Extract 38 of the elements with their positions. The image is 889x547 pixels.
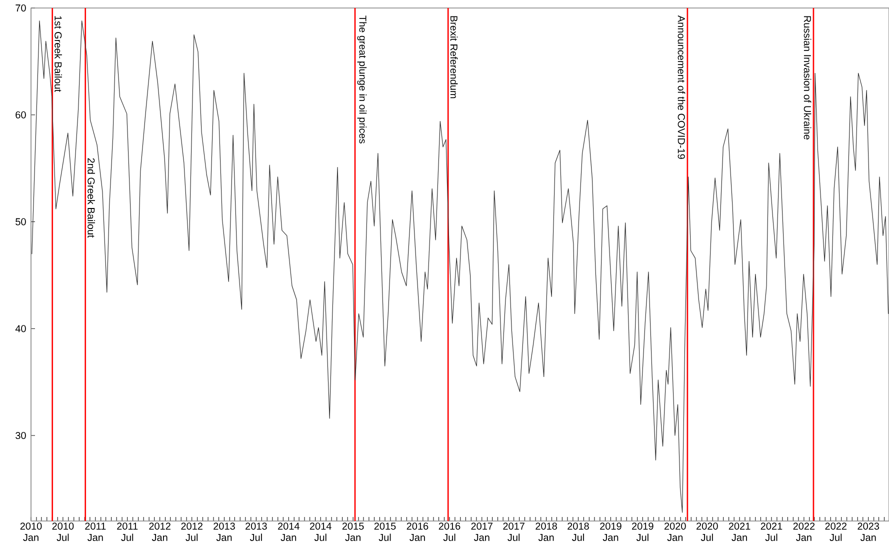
x-tick-label: 2017 Jul [503,522,524,542]
x-tick-label: 2013 Jan [214,522,235,542]
ref-line-label: The great plunge in oil prices [357,16,367,144]
x-tick-label: 2016 Jan [406,522,428,542]
x-tick-label: 2014 Jul [310,522,332,542]
x-tick-label: 2019 Jan [600,522,622,542]
x-tick-label: 2013 Jul [246,522,267,542]
y-tick-label: 70 [16,4,26,12]
x-tick-label: 2011 Jul [117,522,138,542]
x-tick-label: 2021 Jan [728,522,750,542]
x-tick-label: 2010 Jul [52,522,74,542]
ref-line-label: 1st Greek Bailout [54,16,62,92]
x-tick-label: 2019 Jul [632,522,654,542]
x-tick-label: 2023 Jan [858,522,880,542]
ref-line-label: Announcement of the COVID-19 [678,15,686,159]
x-tick-label: 2015 Jan [342,522,364,542]
x-tick-label: 2017 Jan [471,522,493,542]
x-tick-label: 2012 Jan [149,522,170,542]
ref-line-label: 2nd Greek Bailout [88,158,95,238]
y-tick-label: 40 [15,325,26,332]
x-tick-label: 2016 Jul [438,522,460,542]
ref-line-label: Brexit Referendum [450,16,458,98]
x-tick-label: 2010 Jan [20,522,42,542]
x-tick-label: 2018 Jan [536,522,557,542]
y-tick-label: 60 [16,111,26,118]
x-tick-label: 2018 Jul [568,522,589,542]
y-tick-label: 50 [16,218,26,226]
x-tick-label: 2012 Jul [181,522,202,542]
x-tick-label: 2022 Jul [825,522,847,542]
x-tick-label: 2021 Jul [760,522,782,542]
x-tick-label: 2022 Jan [793,522,815,542]
x-tick-label: 2011 Jan [85,522,106,542]
x-tick-label: 2014 Jan [278,522,300,542]
ref-line-label: Russian Invasion of Ukraine [804,16,812,140]
x-tick-label: 2020 Jan [664,522,686,542]
x-tick-label: 2015 Jul [374,522,396,542]
x-tick-label: 2020 Jul [696,522,718,542]
y-tick-label: 30 [16,432,26,440]
